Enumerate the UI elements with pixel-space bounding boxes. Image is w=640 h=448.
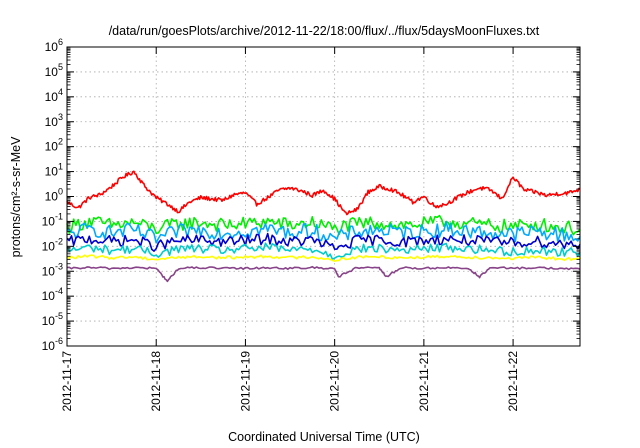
x-axis-label: Coordinated Universal Time (UTC) (228, 430, 420, 444)
y-tick-label: 100 (45, 187, 63, 204)
y-tick-label: 10-3 (42, 261, 63, 278)
series-line (66, 221, 581, 244)
y-tick-label: 10-5 (42, 311, 63, 328)
axis-ticks (66, 46, 580, 347)
y-tick-label: 104 (45, 87, 63, 104)
y-tick-label: 103 (45, 112, 63, 129)
tick-labels: 10-6 10-5 10-4 10-3 10-2 10-1 100 101 102 103 104 1… (42, 37, 520, 412)
x-tick-label: 2012-11-19 (238, 351, 252, 412)
series-line (66, 170, 581, 216)
series-line (66, 214, 581, 236)
y-tick-label: 102 (45, 137, 63, 154)
y-tick-label: 10-2 (42, 236, 63, 253)
series-layer (66, 170, 581, 283)
x-tick-label: 2012-11-17 (60, 351, 74, 412)
series-line (66, 254, 581, 262)
x-tick-label: 2012-11-18 (149, 351, 163, 412)
series-line (66, 265, 581, 283)
chart-title: /data/run/goesPlots/archive/2012-11-22/1… (109, 24, 540, 38)
x-tick-label: 2012-11-21 (417, 351, 431, 412)
y-tick-label: 101 (45, 162, 63, 179)
y-tick-label: 105 (45, 62, 63, 79)
y-axis-label: protons/cm²-s-sr-MeV (9, 136, 23, 258)
y-tick-label: 10-4 (42, 286, 63, 303)
x-tick-label: 2012-11-20 (328, 351, 342, 412)
series-line (66, 242, 581, 260)
y-tick-label: 10-1 (42, 211, 63, 228)
x-tick-label: 2012-11-22 (506, 351, 520, 412)
y-tick-label: 10-6 (42, 336, 63, 353)
series-line (66, 232, 581, 252)
y-tick-label: 106 (45, 37, 63, 54)
